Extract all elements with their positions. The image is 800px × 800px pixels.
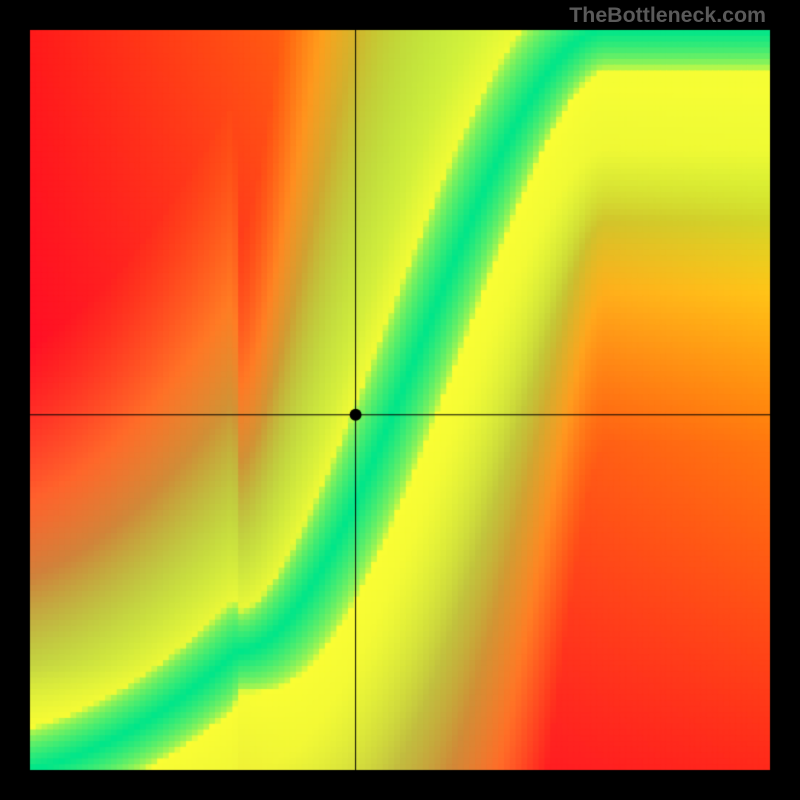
watermark-text: TheBottleneck.com	[569, 3, 766, 28]
heatmap-canvas	[0, 0, 800, 800]
bottleneck-heatmap-root: { "canvas": { "width": 800, "height": 80…	[0, 0, 800, 800]
